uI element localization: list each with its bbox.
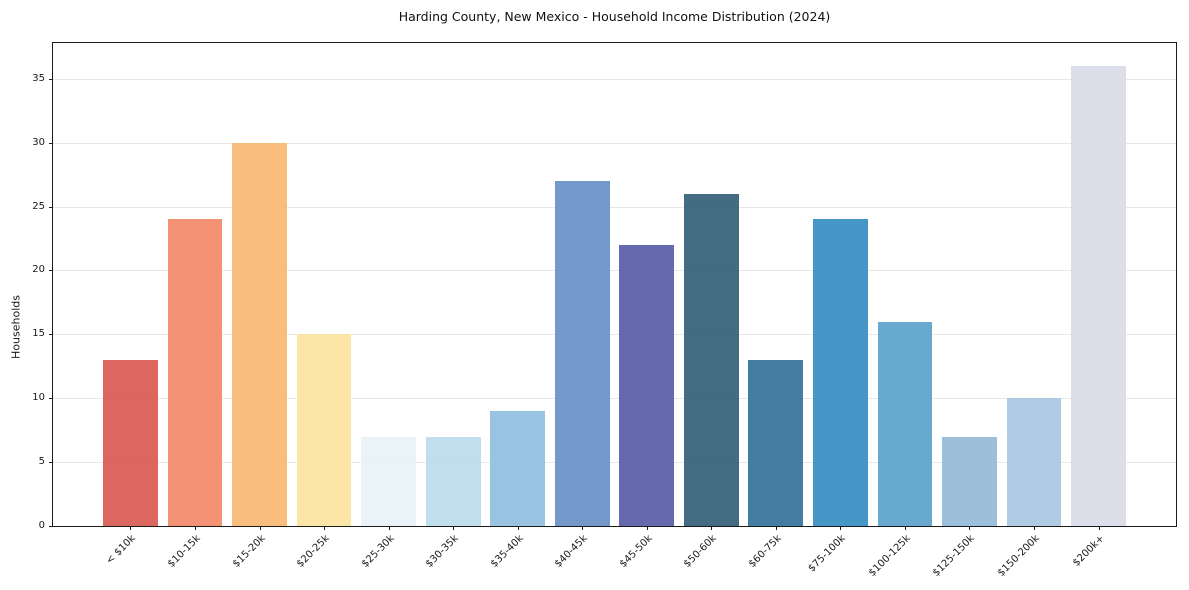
x-tick-mark — [775, 526, 777, 530]
bar-50-60k — [683, 193, 739, 526]
x-tick-mark — [259, 526, 261, 530]
y-axis-label: Households — [9, 295, 23, 359]
y-tick-mark — [49, 142, 53, 144]
bar-150-200k — [1006, 398, 1062, 526]
y-tick-mark — [49, 78, 53, 80]
x-tick-label-10k: < $10k — [104, 533, 139, 567]
x-tick-mark — [969, 526, 971, 530]
bar-100-125k — [877, 321, 933, 526]
y-tick-label: 35 — [32, 72, 45, 84]
gridline-y-35 — [53, 78, 1176, 80]
gridline-y-20 — [53, 270, 1176, 272]
plot-area: Households 0 5 10 15 20 25 30 35 < $10k $10-15k $1… — [10, 42, 1177, 579]
x-tick-mark — [388, 526, 390, 530]
y-tick-label: 0 — [38, 520, 45, 531]
y-tick-mark — [49, 398, 53, 400]
x-tick-mark — [904, 526, 906, 530]
bar-10k — [103, 359, 158, 526]
y-tick-label: 15 — [32, 328, 45, 340]
bar-15-20k — [232, 142, 287, 526]
gridline-y-10 — [53, 398, 1176, 400]
bar-60-75k — [748, 359, 804, 526]
y-tick-mark — [49, 206, 53, 208]
y-tick-mark — [49, 270, 53, 272]
x-tick-mark — [646, 526, 648, 530]
x-tick-mark — [1034, 526, 1035, 530]
x-tick-mark — [453, 526, 455, 530]
x-tick-mark — [582, 526, 584, 530]
x-tick-mark — [324, 526, 326, 530]
y-tick-label: 5 — [38, 456, 45, 468]
gridline-y-25 — [53, 206, 1176, 208]
y-tick-label: 10 — [32, 392, 45, 404]
gridline-y-5 — [53, 462, 1176, 464]
gridline-y-30 — [53, 142, 1176, 144]
bar-30-35k — [425, 436, 481, 526]
chart-title: Harding County, New Mexico - Household I… — [398, 9, 831, 24]
y-tick-label: 25 — [32, 200, 45, 212]
y-tick-mark — [49, 462, 53, 464]
bar-20-25k — [296, 334, 352, 526]
x-tick-mark — [1098, 526, 1100, 530]
y-tick-mark — [49, 334, 53, 336]
x-tick-mark — [130, 526, 132, 530]
y-tick-mark — [49, 526, 53, 527]
bar-10-15k — [167, 219, 223, 526]
bar-125-150k — [942, 436, 997, 526]
bar-35-40k — [490, 411, 546, 526]
bar-75-100k — [812, 219, 868, 526]
y-tick-label: 30 — [32, 136, 45, 148]
x-tick-mark — [840, 526, 842, 530]
gridline-y-15 — [53, 334, 1176, 336]
x-tick-mark — [194, 526, 196, 530]
bar-45-50k — [619, 244, 675, 526]
x-tick-mark — [711, 526, 713, 530]
bar-25-30k — [361, 436, 417, 526]
bar-40-45k — [554, 181, 610, 526]
bar-200k — [1071, 66, 1126, 526]
y-tick-label: 20 — [32, 264, 45, 276]
x-tick-mark — [517, 526, 519, 530]
